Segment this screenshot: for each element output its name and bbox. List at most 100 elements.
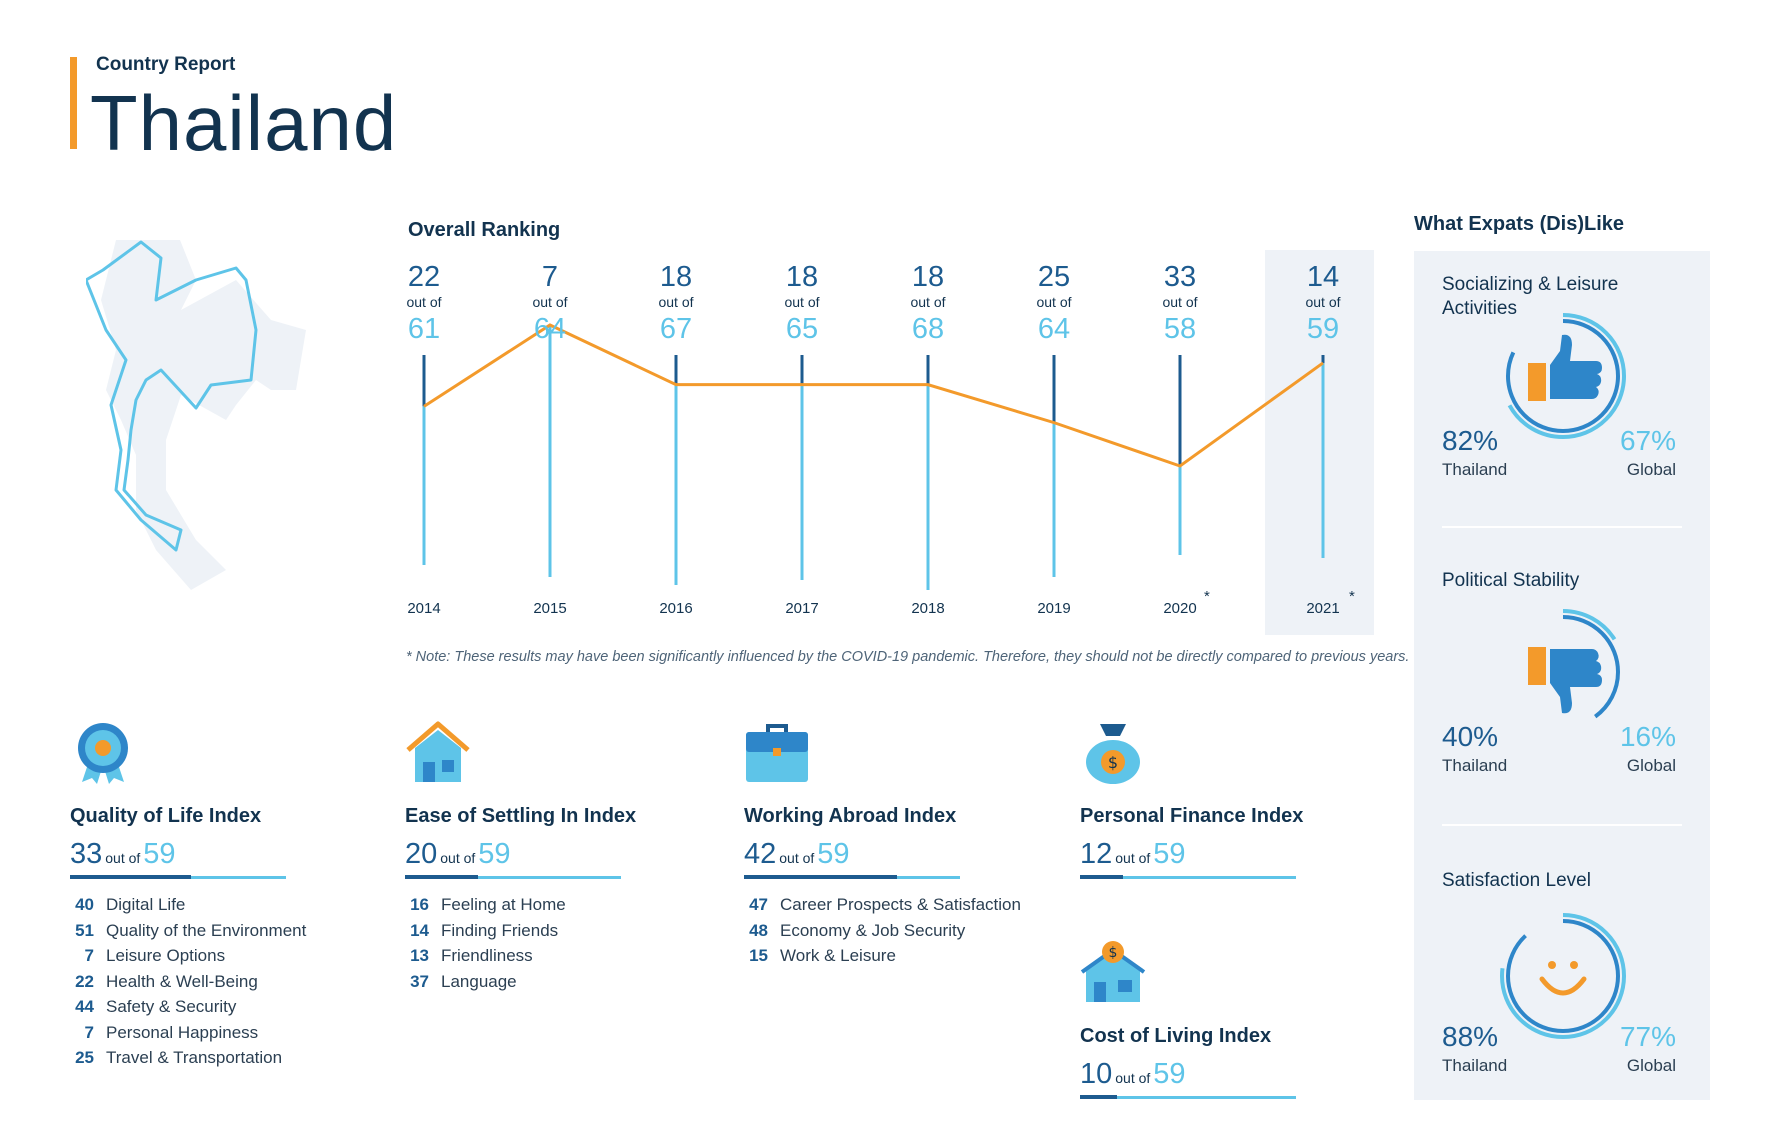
ranking-year-2020: 33 out of 58 — [1130, 262, 1230, 346]
rank-value: 18 — [911, 261, 945, 293]
year-label: 2019 — [1037, 600, 1071, 617]
rank-total: 67 — [659, 313, 693, 345]
sub-index-rank: 44 — [75, 997, 94, 1016]
out-of-label: out of — [1115, 850, 1151, 866]
score-total: 59 — [478, 838, 511, 870]
index-title: Cost of Living Index — [1080, 1025, 1272, 1047]
out-of-label: out of — [658, 294, 694, 310]
sub-index-rank: 7 — [84, 1022, 94, 1042]
local-label: Thailand — [1442, 1056, 1508, 1075]
rank-line — [423, 323, 1324, 468]
sub-list: 40 Digital Life 51 Quality of the Environme… — [70, 895, 380, 1074]
year-label: 2020 — [1163, 600, 1197, 617]
sub-list: 16 Feeling at Home 14 Finding Friends 13 Frie… — [405, 895, 715, 997]
year-label: 2014 — [407, 600, 441, 617]
gauge-ring — [1506, 615, 1620, 729]
year-label: 2018 — [911, 600, 945, 617]
sub-index-label: Leisure Options — [106, 946, 226, 965]
score-bar — [1080, 875, 1296, 879]
house-coin-icon: $ — [1080, 941, 1146, 1002]
ranking-year-2017: 18 out of 65 — [752, 262, 852, 346]
gauge-ring — [1506, 319, 1620, 433]
sub-index-label: Work & Leisure — [780, 946, 896, 965]
rank-value: 14 — [1306, 261, 1340, 293]
index-title: Working Abroad Index — [744, 805, 957, 827]
global-label: Global — [1626, 460, 1676, 479]
ranking-year-2019: 25 out of 64 — [1004, 262, 1104, 346]
index-score: 42 out of 59 — [744, 838, 1054, 872]
sub-index-item: 13 Friendliness — [405, 946, 715, 972]
like-gauge — [1500, 609, 1626, 735]
thailand-map-icon — [86, 240, 306, 590]
sub-index-label: Friendliness — [441, 946, 533, 965]
sub-index-label: Travel & Transportation — [106, 1048, 283, 1067]
out-of-label: out of — [105, 850, 141, 866]
like-card-political-stability: Political Stability 40% 16% Thailand Glo… — [1414, 547, 1710, 807]
score-bar — [744, 875, 960, 879]
likes-title: What Expats (Dis)Like — [1414, 213, 1625, 235]
sub-index-item: 22 Health & Well-Being — [70, 972, 380, 998]
sub-index-item: 16 Feeling at Home — [405, 895, 715, 921]
cost-of-living-index: $ Cost of Living Index 10 out of 59 — [1080, 940, 1390, 1099]
ranking-year-2016: 18 out of 67 — [626, 262, 726, 346]
local-percent: 88% — [1442, 1021, 1499, 1052]
sub-index-rank: 14 — [410, 920, 429, 940]
panel-divider — [1442, 526, 1682, 528]
covid-note: * Note: These results may have been sign… — [406, 649, 1410, 665]
gauge-ring-global — [1500, 913, 1626, 1039]
rank-value: 18 — [785, 261, 819, 293]
rank-value: 25 — [1037, 261, 1071, 293]
rank-value: 33 — [1163, 261, 1197, 293]
rank-total: 65 — [785, 313, 819, 345]
score-rank: 10 — [1080, 1058, 1113, 1090]
index-score: 20 out of 59 — [405, 838, 715, 872]
score-total: 59 — [817, 838, 850, 870]
working-abroad-index: Working Abroad Index 42 out of 59 47 Career… — [744, 720, 1054, 972]
out-of-label: out of — [1036, 294, 1072, 310]
year-label: 2017 — [785, 600, 819, 617]
sub-index-item: 44 Safety & Security — [70, 997, 380, 1023]
ranking-year-2021: 14 out of 59 — [1273, 262, 1373, 346]
index-title: Personal Finance Index — [1080, 805, 1304, 827]
score-bar-fill — [744, 875, 898, 879]
sub-index-item: 48 Economy & Job Security — [744, 921, 1054, 947]
sub-index-label: Health & Well-Being — [106, 971, 258, 991]
sub-index-label: Safety & Security — [106, 997, 237, 1016]
sub-index-label: Feeling at Home — [441, 895, 566, 914]
sub-index-label: Economy & Job Security — [780, 920, 966, 940]
ranking-year-2014: 22 out of 61 — [374, 262, 474, 346]
local-percent: 82% — [1442, 425, 1499, 456]
out-of-label: out of — [784, 294, 820, 310]
sub-index-item: 25 Travel & Transportation — [70, 1048, 380, 1074]
sub-index-item: 47 Career Prospects & Satisfaction — [744, 895, 1054, 921]
score-total: 59 — [1153, 1058, 1186, 1090]
score-bar-fill — [70, 875, 191, 879]
sub-index-item: 37 Language — [405, 972, 715, 998]
like-gauge — [1500, 313, 1626, 439]
sub-index-label: Quality of the Environment — [106, 920, 307, 940]
index-title: Ease of Settling In Index — [405, 805, 637, 827]
sub-index-item: 7 Personal Happiness — [70, 1023, 380, 1049]
score-bar — [1080, 1095, 1296, 1099]
like-card-socializing: Socializing & Leisure Activities 82% 67%… — [1414, 251, 1710, 511]
index-score: 33 out of 59 — [70, 838, 380, 872]
sub-index-item: 7 Leisure Options — [70, 946, 380, 972]
global-percent: 67% — [1619, 425, 1676, 456]
out-of-label: out of — [406, 294, 442, 310]
score-rank: 33 — [70, 838, 103, 870]
rank-total: 64 — [533, 313, 567, 345]
quality-of-life-index: Quality of Life Index 33 out of 59 40 Digit… — [70, 720, 380, 1074]
ease-of-settling-index: Ease of Settling In Index 20 out of 59 16 F… — [405, 720, 715, 997]
score-bar-fill — [1080, 875, 1124, 879]
smiley-icon — [1539, 961, 1587, 996]
out-of-label: out of — [1162, 294, 1198, 310]
global-percent: 16% — [1619, 721, 1676, 752]
score-rank: 12 — [1080, 838, 1113, 870]
like-card-satisfaction: Satisfaction Level 88% 77% Thailand Glob… — [1414, 847, 1710, 1107]
rank-total: 61 — [407, 313, 441, 345]
sub-index-rank: 40 — [75, 895, 94, 914]
gauge-ring-global — [1500, 313, 1626, 439]
like-label: Political Stability — [1442, 570, 1580, 591]
out-of-label: out of — [779, 850, 815, 866]
index-score: 12 out of 59 — [1080, 838, 1390, 872]
